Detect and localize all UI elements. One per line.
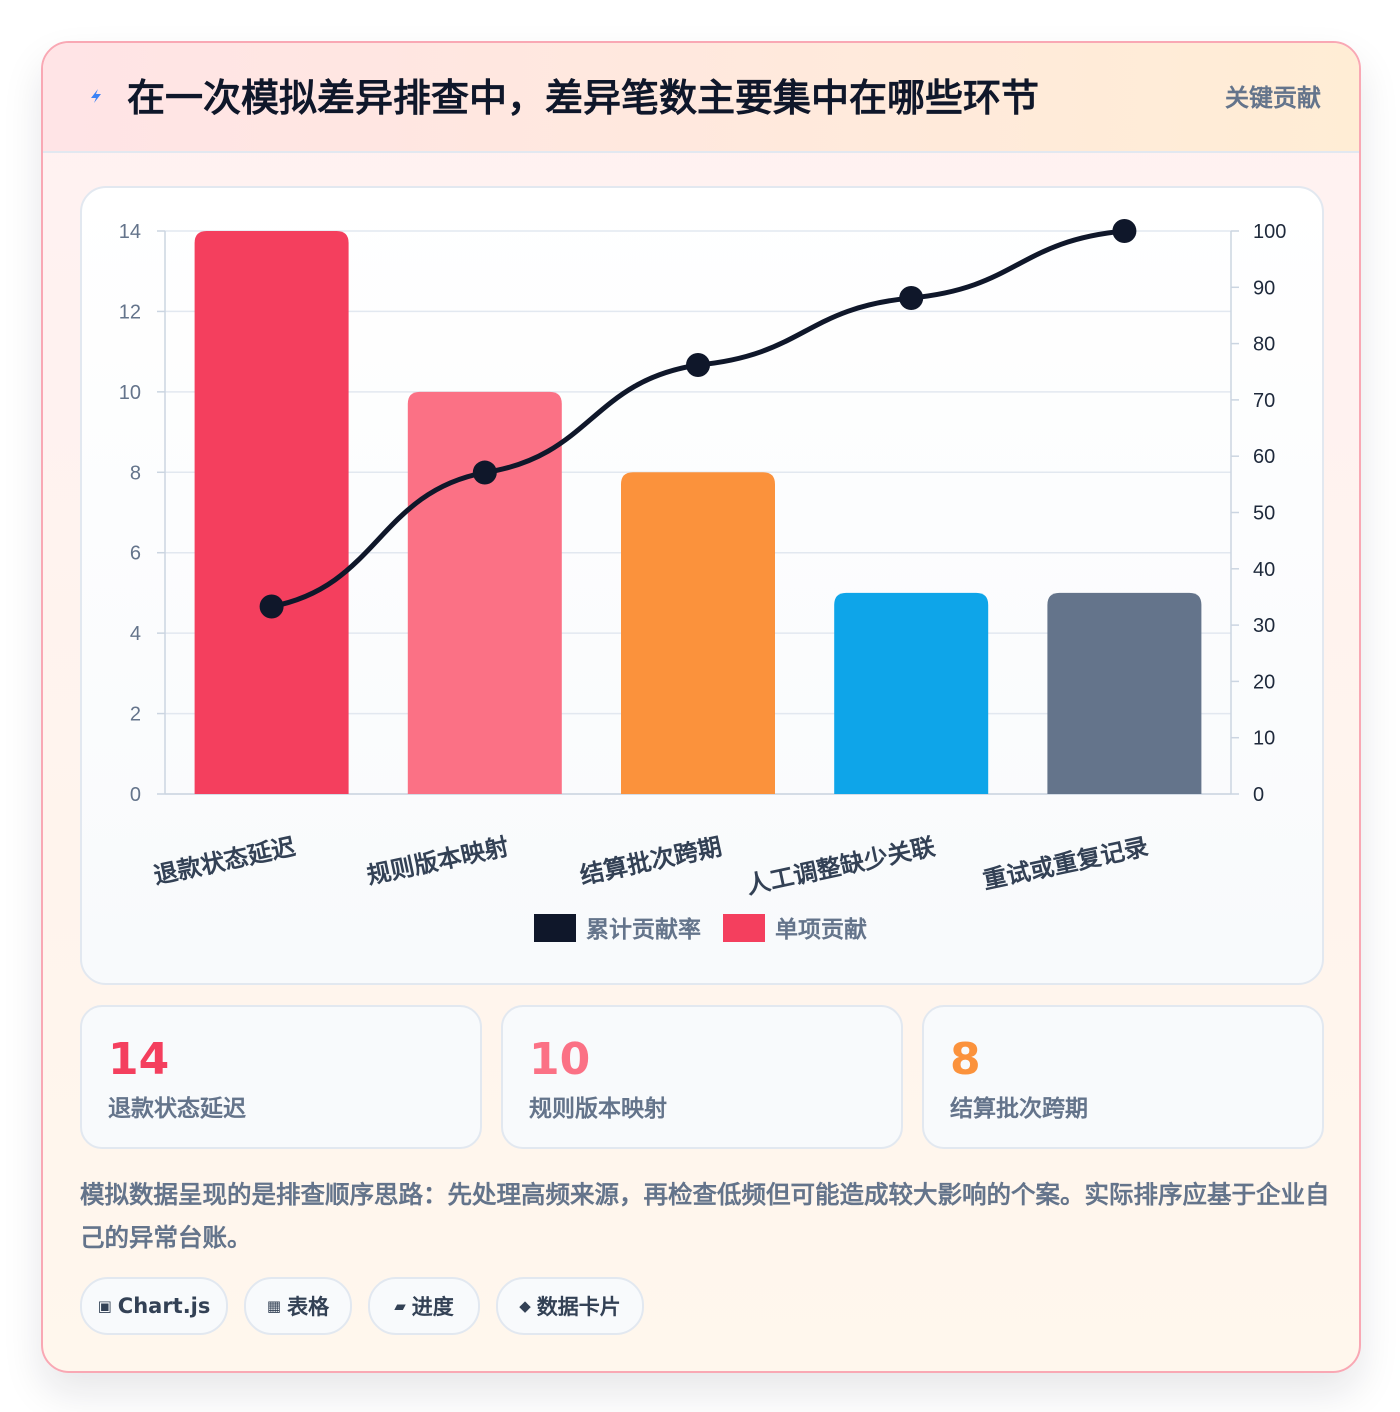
y-left-tick-label: 0 [130, 784, 141, 806]
x-tick-label: 重试或重复记录 [981, 833, 1151, 894]
chip-label: 表格 [287, 1295, 330, 1319]
y-right-tick-label: 50 [1253, 503, 1275, 525]
legend-label: 累计贡献率 [586, 916, 701, 942]
chart-icon: ▣ [97, 1297, 112, 1315]
y-left-tick-label: 2 [130, 704, 141, 726]
stat-card-2: 10 规则版本映射 [501, 1005, 903, 1149]
x-tick-label: 结算批次跨期 [578, 832, 725, 889]
main-card: 在一次模拟差异排查中，差异笔数主要集中在哪些环节 关键贡献 0 2 4 6 8 10 12 1… [41, 41, 1361, 1373]
stat-label: 规则版本映射 [529, 1096, 667, 1122]
y-right-tick-label: 20 [1253, 671, 1275, 693]
cumulative-point [1112, 219, 1137, 243]
y-left-tick-label: 6 [130, 543, 141, 565]
y-right-tick-label: 40 [1253, 559, 1275, 581]
y-right-tick-label: 0 [1253, 784, 1264, 806]
x-tick-label: 人工调整缺少关联 [744, 832, 938, 899]
y-left-tick-label: 4 [130, 623, 141, 645]
chip-progress[interactable]: ▰ 进度 [368, 1277, 480, 1335]
stat-label: 退款状态延迟 [108, 1096, 246, 1122]
progress-icon: ▰ [394, 1297, 406, 1315]
y-left-tick-label: 14 [119, 221, 141, 243]
page-title: 在一次模拟差异排查中，差异笔数主要集中在哪些环节 [127, 76, 1040, 120]
chip-chartjs[interactable]: ▣ Chart.js [80, 1277, 228, 1335]
y-left-tick-label: 12 [119, 301, 141, 323]
stat-card-3: 8 结算批次跨期 [922, 1005, 1324, 1149]
bar [1047, 592, 1202, 794]
bar [834, 592, 989, 794]
legend-swatch [723, 914, 765, 942]
y-right-tick-label: 70 [1253, 390, 1275, 412]
cumulative-point [686, 352, 710, 377]
y-left-tick-label: 10 [119, 382, 141, 404]
cumulative-point [899, 285, 924, 310]
pareto-chart: 0 2 4 6 8 10 12 14 0 10 20 30 40 50 60 70 80 90 100 退款状态延迟 规… [119, 219, 1286, 942]
legend-swatch [534, 914, 576, 942]
stat-value: 10 [529, 1034, 591, 1085]
cumulative-point [472, 460, 497, 485]
lightning-icon [91, 89, 101, 103]
chip-table[interactable]: ▦ 表格 [244, 1277, 352, 1335]
header-tag: 关键贡献 [1225, 84, 1321, 112]
legend-label: 单项贡献 [775, 916, 867, 942]
bar [194, 231, 349, 794]
card-header: 在一次模拟差异排查中，差异笔数主要集中在哪些环节 关键贡献 [43, 43, 1359, 153]
stat-card-1: 14 退款状态延迟 [80, 1005, 482, 1149]
chip-label: 进度 [411, 1295, 454, 1319]
x-tick-label: 退款状态延迟 [151, 832, 298, 889]
stat-label: 结算批次跨期 [950, 1096, 1088, 1122]
analysis-note: 模拟数据呈现的是排查顺序思路：先处理高频来源，再检查低频但可能造成较大影响的个案… [80, 1180, 1330, 1252]
chip-label: 数据卡片 [536, 1295, 621, 1319]
data-card-icon: ◆ [519, 1297, 531, 1315]
chip-data-card[interactable]: ◆ 数据卡片 [496, 1277, 644, 1335]
y-right-tick-label: 80 [1253, 334, 1275, 356]
stat-value: 14 [108, 1034, 170, 1085]
chart-container: 0 2 4 6 8 10 12 14 0 10 20 30 40 50 60 70 80 90 100 退款状态延迟 规… [80, 186, 1324, 985]
bar [407, 391, 562, 794]
y-right-tick-label: 100 [1253, 221, 1286, 243]
x-tick-label: 规则版本映射 [365, 833, 511, 889]
table-icon: ▦ [266, 1297, 282, 1315]
y-right-tick-label: 90 [1253, 277, 1275, 299]
bar [621, 472, 775, 794]
stat-value: 8 [950, 1034, 981, 1085]
y-left-tick-label: 8 [130, 462, 141, 484]
y-right-tick-label: 10 [1253, 728, 1275, 750]
y-right-tick-label: 30 [1253, 615, 1275, 637]
cumulative-point [259, 594, 284, 619]
chip-label: Chart.js [117, 1294, 211, 1318]
y-right-tick-label: 60 [1253, 446, 1275, 468]
